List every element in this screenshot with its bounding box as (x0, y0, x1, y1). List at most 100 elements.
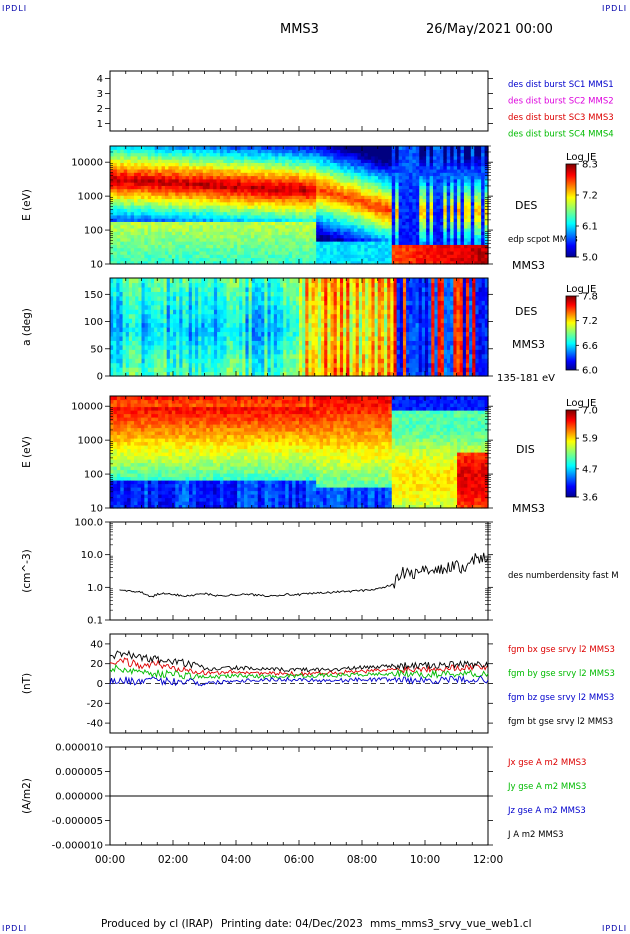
des-energy-cell (371, 257, 376, 262)
des-energy-cell (408, 237, 413, 242)
des-energy-cell (381, 178, 386, 183)
des-energy-cell (350, 146, 355, 150)
des-energy-cell (278, 198, 283, 203)
des-energy-cell (391, 168, 396, 173)
des-pitch-cell (179, 291, 184, 297)
des-pitch-cell (147, 367, 152, 373)
des-energy-cell (195, 224, 200, 229)
des-pitch-cell (213, 304, 218, 310)
des-energy-colorbar-label: 8.3 (582, 160, 598, 171)
des-pitch-cell (154, 344, 158, 350)
des-energy-cell (171, 250, 176, 255)
des-pitch-cell (110, 335, 114, 341)
des-energy-cell (127, 247, 132, 252)
des-energy-cell (161, 241, 166, 245)
des-energy-cell (254, 250, 259, 255)
des-energy-cell (247, 165, 252, 170)
des-energy-cell (391, 237, 396, 242)
des-pitch-cell (122, 304, 127, 310)
des-energy-cell (474, 237, 479, 242)
des-energy-cell (443, 185, 448, 190)
des-energy-cell (185, 208, 190, 213)
des-energy-cell (271, 162, 276, 167)
des-energy-cell (319, 227, 324, 232)
des-energy-cell (467, 191, 472, 196)
des-energy-cell (374, 250, 379, 255)
des-energy-cell (185, 191, 190, 196)
des-pitch-cell (138, 291, 143, 297)
des-energy-cell (474, 247, 479, 252)
des-energy-cell (113, 188, 118, 193)
des-energy-cell (268, 155, 273, 160)
des-pitch-cell (128, 367, 133, 373)
des-energy-cell (391, 188, 396, 193)
des-energy-cell (443, 208, 448, 213)
des-energy-cell (247, 168, 252, 173)
des-energy-cell (185, 218, 190, 222)
des-pitch-cell (191, 349, 196, 355)
des-energy-cell (223, 191, 228, 196)
des-energy-cell (213, 224, 218, 229)
des-pitch-cell (188, 295, 193, 301)
des-pitch-cell (213, 291, 218, 297)
des-energy-cell (398, 231, 403, 236)
des-pitch-cell (154, 278, 158, 284)
des-pitch-cell (122, 300, 127, 306)
des-pitch-cell (122, 367, 127, 373)
des-energy-cell (429, 260, 434, 265)
des-energy-cell (278, 195, 283, 200)
des-energy-cell (223, 146, 228, 150)
des-energy-cell (292, 221, 297, 226)
des-energy-cell (426, 241, 431, 245)
des-energy-cell (323, 211, 328, 216)
des-energy-cell (360, 221, 365, 226)
des-energy-cell (161, 195, 166, 200)
des-energy-cell (398, 168, 403, 173)
des-pitch-cell (125, 300, 130, 306)
des-energy-cell (326, 260, 331, 265)
des-energy-cell (357, 175, 362, 180)
des-energy-cell (154, 257, 159, 262)
des-energy-cell (195, 260, 200, 265)
des-energy-cell (323, 237, 328, 242)
des-energy-cell (429, 218, 434, 222)
des-energy-cell (285, 208, 290, 213)
des-energy-cell (357, 205, 362, 209)
des-energy-cell (278, 254, 283, 259)
burst-legend-entry: des dist burst SC2 MMS2 (508, 97, 614, 107)
des-energy-cell (285, 211, 290, 216)
des-pitch-cell (217, 291, 221, 297)
des-energy-cell (302, 188, 307, 193)
des-pitch-cell (220, 300, 224, 306)
des-energy-cell (419, 185, 424, 190)
des-energy-cell (189, 172, 194, 177)
des-energy-cell (213, 191, 218, 196)
des-energy-cell (295, 254, 300, 259)
des-energy-cell (285, 244, 290, 249)
des-pitch-cell (173, 371, 177, 377)
des-energy-cell (285, 152, 290, 157)
des-pitch-cell (157, 295, 161, 301)
des-energy-cell (302, 162, 307, 167)
des-energy-cell (285, 175, 290, 180)
des-energy-cell (154, 201, 159, 206)
des-energy-cell (388, 254, 393, 259)
des-energy-cell (168, 208, 173, 213)
des-energy-cell (309, 149, 314, 154)
des-energy-cell (405, 201, 410, 206)
des-energy-cell (295, 231, 300, 236)
des-energy-cell (223, 149, 228, 154)
des-energy-cell (223, 175, 228, 180)
des-energy-cell (175, 146, 180, 150)
des-energy-cell (185, 257, 190, 262)
des-energy-cell (484, 227, 489, 232)
des-energy-cell (175, 250, 180, 255)
des-energy-cell (213, 175, 218, 180)
des-pitch-cell (128, 286, 133, 292)
des-pitch-cell (154, 318, 158, 324)
des-energy-cell (295, 168, 300, 173)
des-energy-cell (237, 257, 242, 262)
des-energy-cell (381, 214, 386, 219)
des-energy-cell (219, 201, 224, 206)
des-energy-cell (195, 244, 200, 249)
